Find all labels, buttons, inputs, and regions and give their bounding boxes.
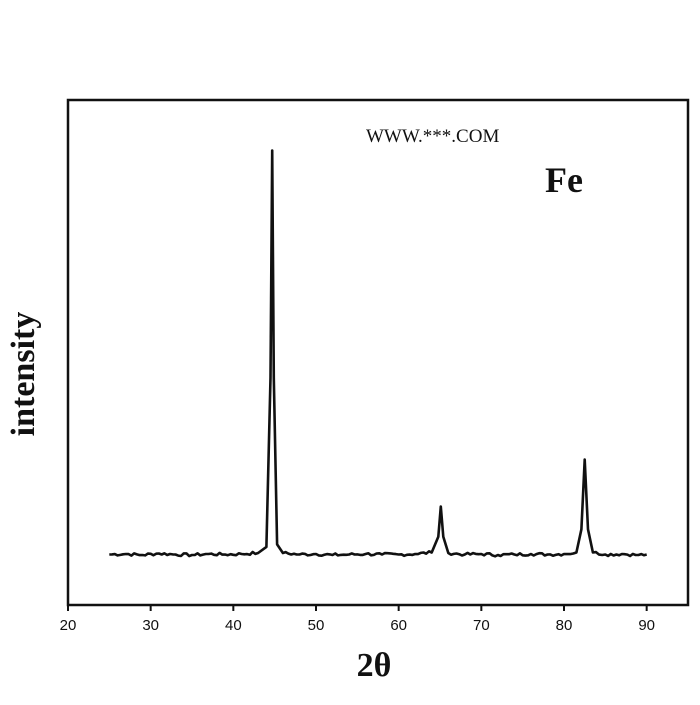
annotation-fe: Fe <box>545 160 583 200</box>
x-axis-label: 2θ <box>357 647 392 684</box>
x-tick-label: 70 <box>473 617 490 634</box>
x-tick-label: 20 <box>60 617 77 634</box>
x-tick-label: 50 <box>308 617 325 634</box>
x-tick-label: 80 <box>556 617 573 634</box>
plot-frame <box>66 98 690 607</box>
watermark-text: WWW.***.COM <box>366 126 499 147</box>
x-tick-label: 90 <box>638 617 655 634</box>
series-line <box>109 149 648 558</box>
x-tick-label: 60 <box>390 617 407 634</box>
x-axis-ticks: 20 30 40 50 60 70 80 90 <box>60 605 655 634</box>
x-tick-label: 40 <box>225 617 242 634</box>
x-tick-label: 30 <box>142 617 159 634</box>
y-axis-label: intensity <box>5 312 42 437</box>
